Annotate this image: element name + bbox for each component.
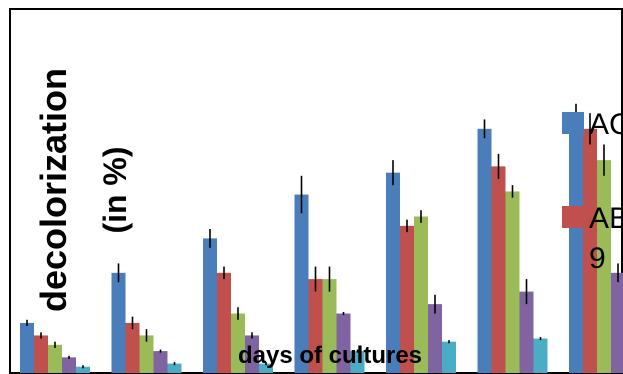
bar-s3-c1 [48,344,62,373]
bar-s3-c6 [505,191,520,373]
bar-s2-c2 [125,322,140,373]
legend-swatch-1 [562,112,584,134]
bar-s5-c2 [167,363,182,373]
bars-layer [20,103,623,374]
bar-s2-c7 [583,128,597,373]
legend-label-1: AC [589,108,623,141]
bar-s1-c5 [386,172,400,373]
bar-s3-c7 [597,160,611,373]
bar-s2-c6 [491,166,506,373]
legend: AC AB 9 [562,108,623,275]
bar-s2-c5 [400,225,414,373]
bar-s3-c4 [322,279,337,373]
legend-swatch-2 [562,206,584,228]
y-axis-label-line1: decolorization [33,68,74,312]
bar-s1-c6 [477,128,492,373]
bar-s4-c7 [611,272,623,373]
bar-s4-c4 [336,313,351,373]
bar-s4-c2 [153,351,168,373]
bar-s1-c3 [203,238,217,373]
x-axis-label: days of cultures [238,342,422,369]
bar-s1-c1 [20,322,34,373]
bar-s4-c6 [519,291,534,373]
bar-s3-c3 [231,313,245,373]
bar-s3-c2 [139,335,154,373]
bar-s1-c4 [294,194,309,373]
bar-s1-c7 [569,116,583,374]
bar-s5-c1 [76,366,90,373]
bar-s1-c2 [111,272,126,373]
bar-s5-c5 [442,341,456,373]
bar-s5-c3 [259,363,273,373]
bar-s4-c1 [62,357,76,373]
legend-label-2-part1: AB [589,202,623,235]
bar-s2-c3 [217,272,231,373]
bar-s4-c3 [245,335,259,373]
bar-s5-c6 [533,338,548,373]
bar-s2-c4 [308,279,323,373]
bar-s2-c1 [34,335,48,373]
bar-s3-c5 [414,216,428,373]
y-axis-label-line2: (in %) [97,146,133,233]
legend-label-2-part2: 9 [589,242,606,275]
bar-s5-c4 [350,351,365,373]
bar-s4-c5 [428,304,442,373]
